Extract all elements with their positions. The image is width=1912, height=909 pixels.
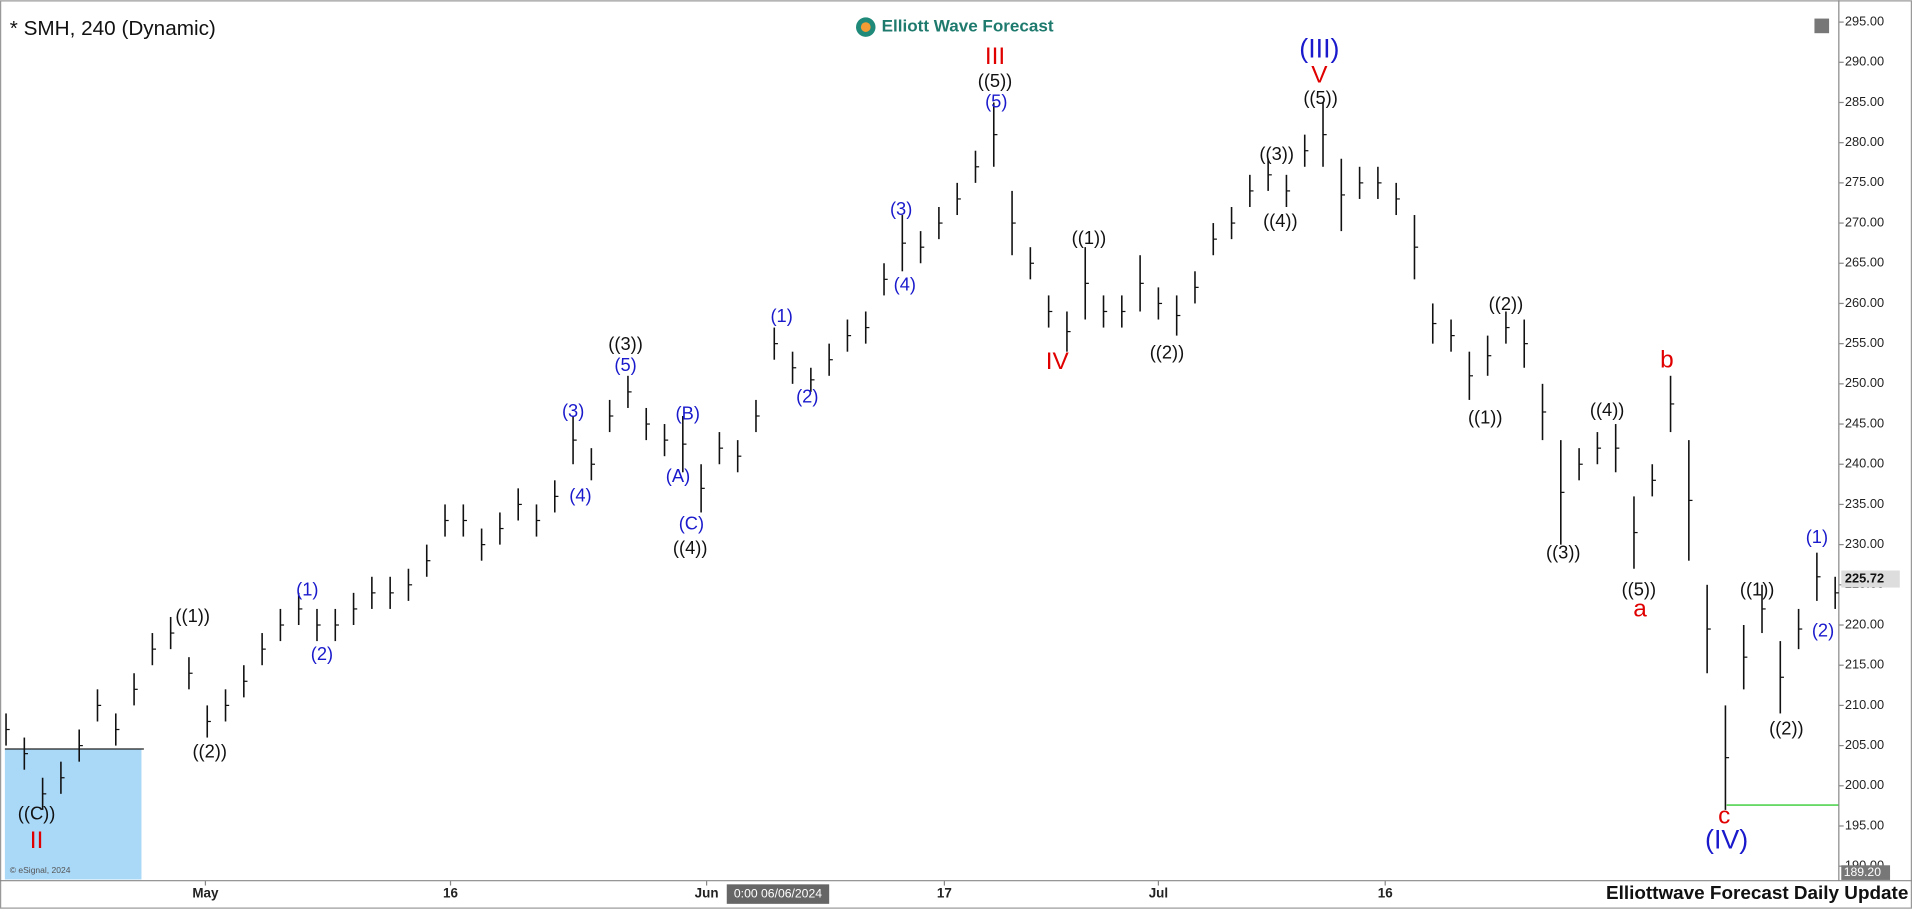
wave-label: (4): [894, 273, 916, 294]
x-tick-label: 17: [937, 886, 952, 901]
window-icon[interactable]: [1814, 18, 1830, 34]
y-tick-label: 195.00: [1845, 817, 1884, 832]
wave-label: ((4)): [1590, 399, 1625, 420]
x-tick-label: Jul: [1149, 886, 1168, 901]
wave-label: V: [1311, 61, 1328, 88]
wave-label: ((3)): [608, 333, 643, 354]
wave-label: ((2)): [1769, 717, 1804, 738]
wave-label: (2): [311, 643, 333, 664]
wave-label: ((5)): [1622, 578, 1657, 599]
x-tick-label: May: [192, 886, 219, 901]
x-tick-label: 16: [443, 886, 458, 901]
wave-label: II: [30, 827, 44, 854]
logo-icon: [860, 22, 871, 32]
wave-label: ((1)): [175, 605, 210, 626]
y-tick-label: 220.00: [1845, 616, 1884, 631]
highlight-box: [4, 748, 142, 880]
y-tick-label: 230.00: [1845, 536, 1884, 551]
wave-label: ((1)): [1740, 578, 1775, 599]
wave-label: ((3)): [1546, 542, 1581, 563]
cursor-label: 0:00 06/06/2024: [734, 886, 822, 900]
last-price-label: 225.72: [1845, 570, 1884, 585]
y-tick-label: 250.00: [1845, 375, 1884, 390]
wave-label: b: [1660, 347, 1674, 374]
wave-label: ((5)): [978, 70, 1013, 91]
wave-label: ((5)): [1303, 87, 1338, 108]
y-tick-label: 275.00: [1845, 174, 1884, 189]
wave-label: ((2)): [1489, 293, 1524, 314]
wave-label: (3): [890, 198, 912, 219]
y-tick-label: 270.00: [1845, 214, 1884, 229]
wave-label: (III): [1299, 33, 1339, 63]
chart-title: * SMH, 240 (Dynamic): [10, 17, 216, 40]
wave-label: (3): [562, 400, 584, 421]
cursor-box: [726, 884, 830, 904]
y-tick-label: 290.00: [1845, 54, 1884, 69]
wave-label: (1): [1806, 526, 1828, 547]
wave-label: (4): [569, 484, 591, 505]
y-tick-label: 295.00: [1845, 13, 1884, 28]
wave-label: (2): [1812, 620, 1834, 641]
y-tick-label: 235.00: [1845, 496, 1884, 511]
wave-label: ((2)): [1150, 342, 1185, 363]
y-tick-label: 200.00: [1845, 777, 1884, 792]
low-marker-box: [1841, 865, 1891, 880]
wave-label: c: [1718, 803, 1730, 830]
wave-label: IV: [1046, 348, 1070, 375]
y-tick-label: 205.00: [1845, 737, 1884, 752]
logo: Elliott Wave Forecast: [856, 17, 1054, 37]
wave-label: ((2)): [192, 740, 227, 761]
y-tick-label: 280.00: [1845, 134, 1884, 149]
wave-label: (B): [676, 403, 700, 424]
y-tick-label: 285.00: [1845, 94, 1884, 109]
wave-label: (5): [614, 354, 636, 375]
wave-label: (1): [770, 305, 792, 326]
y-tick-label: 260.00: [1845, 295, 1884, 310]
wave-label: ((C)): [18, 803, 56, 824]
wave-label: ((1)): [1468, 406, 1503, 427]
wave-label: (IV): [1705, 825, 1748, 855]
wave-label: ((4)): [1263, 210, 1298, 231]
copyright: © eSignal, 2024: [10, 865, 71, 875]
wave-label: a: [1633, 595, 1647, 622]
footer: Elliottwave Forecast Daily Update: [1606, 883, 1908, 904]
y-tick-label: 265.00: [1845, 255, 1884, 270]
last-price-box: [1841, 570, 1900, 588]
low-marker-label: 189.20: [1844, 865, 1881, 879]
x-tick-label: Jun: [695, 886, 719, 901]
y-tick-label: 245.00: [1845, 415, 1884, 430]
wave-label: ((4)): [673, 537, 708, 558]
y-tick-label: 215.00: [1845, 657, 1884, 672]
wave-label: (C): [679, 512, 704, 533]
wave-label: (A): [666, 465, 690, 486]
wave-label: III: [985, 43, 1005, 70]
wave-label: (5): [985, 91, 1007, 112]
wave-label: ((1)): [1072, 227, 1107, 248]
logo-text: Elliott Wave Forecast: [882, 17, 1054, 36]
wave-label: ((3)): [1259, 143, 1294, 164]
y-tick-label: 210.00: [1845, 697, 1884, 712]
x-tick-label: 16: [1378, 886, 1393, 901]
wave-label: (2): [796, 386, 818, 407]
y-tick-label: 240.00: [1845, 456, 1884, 471]
wave-label: (1): [296, 578, 318, 599]
y-tick-label: 255.00: [1845, 335, 1884, 350]
